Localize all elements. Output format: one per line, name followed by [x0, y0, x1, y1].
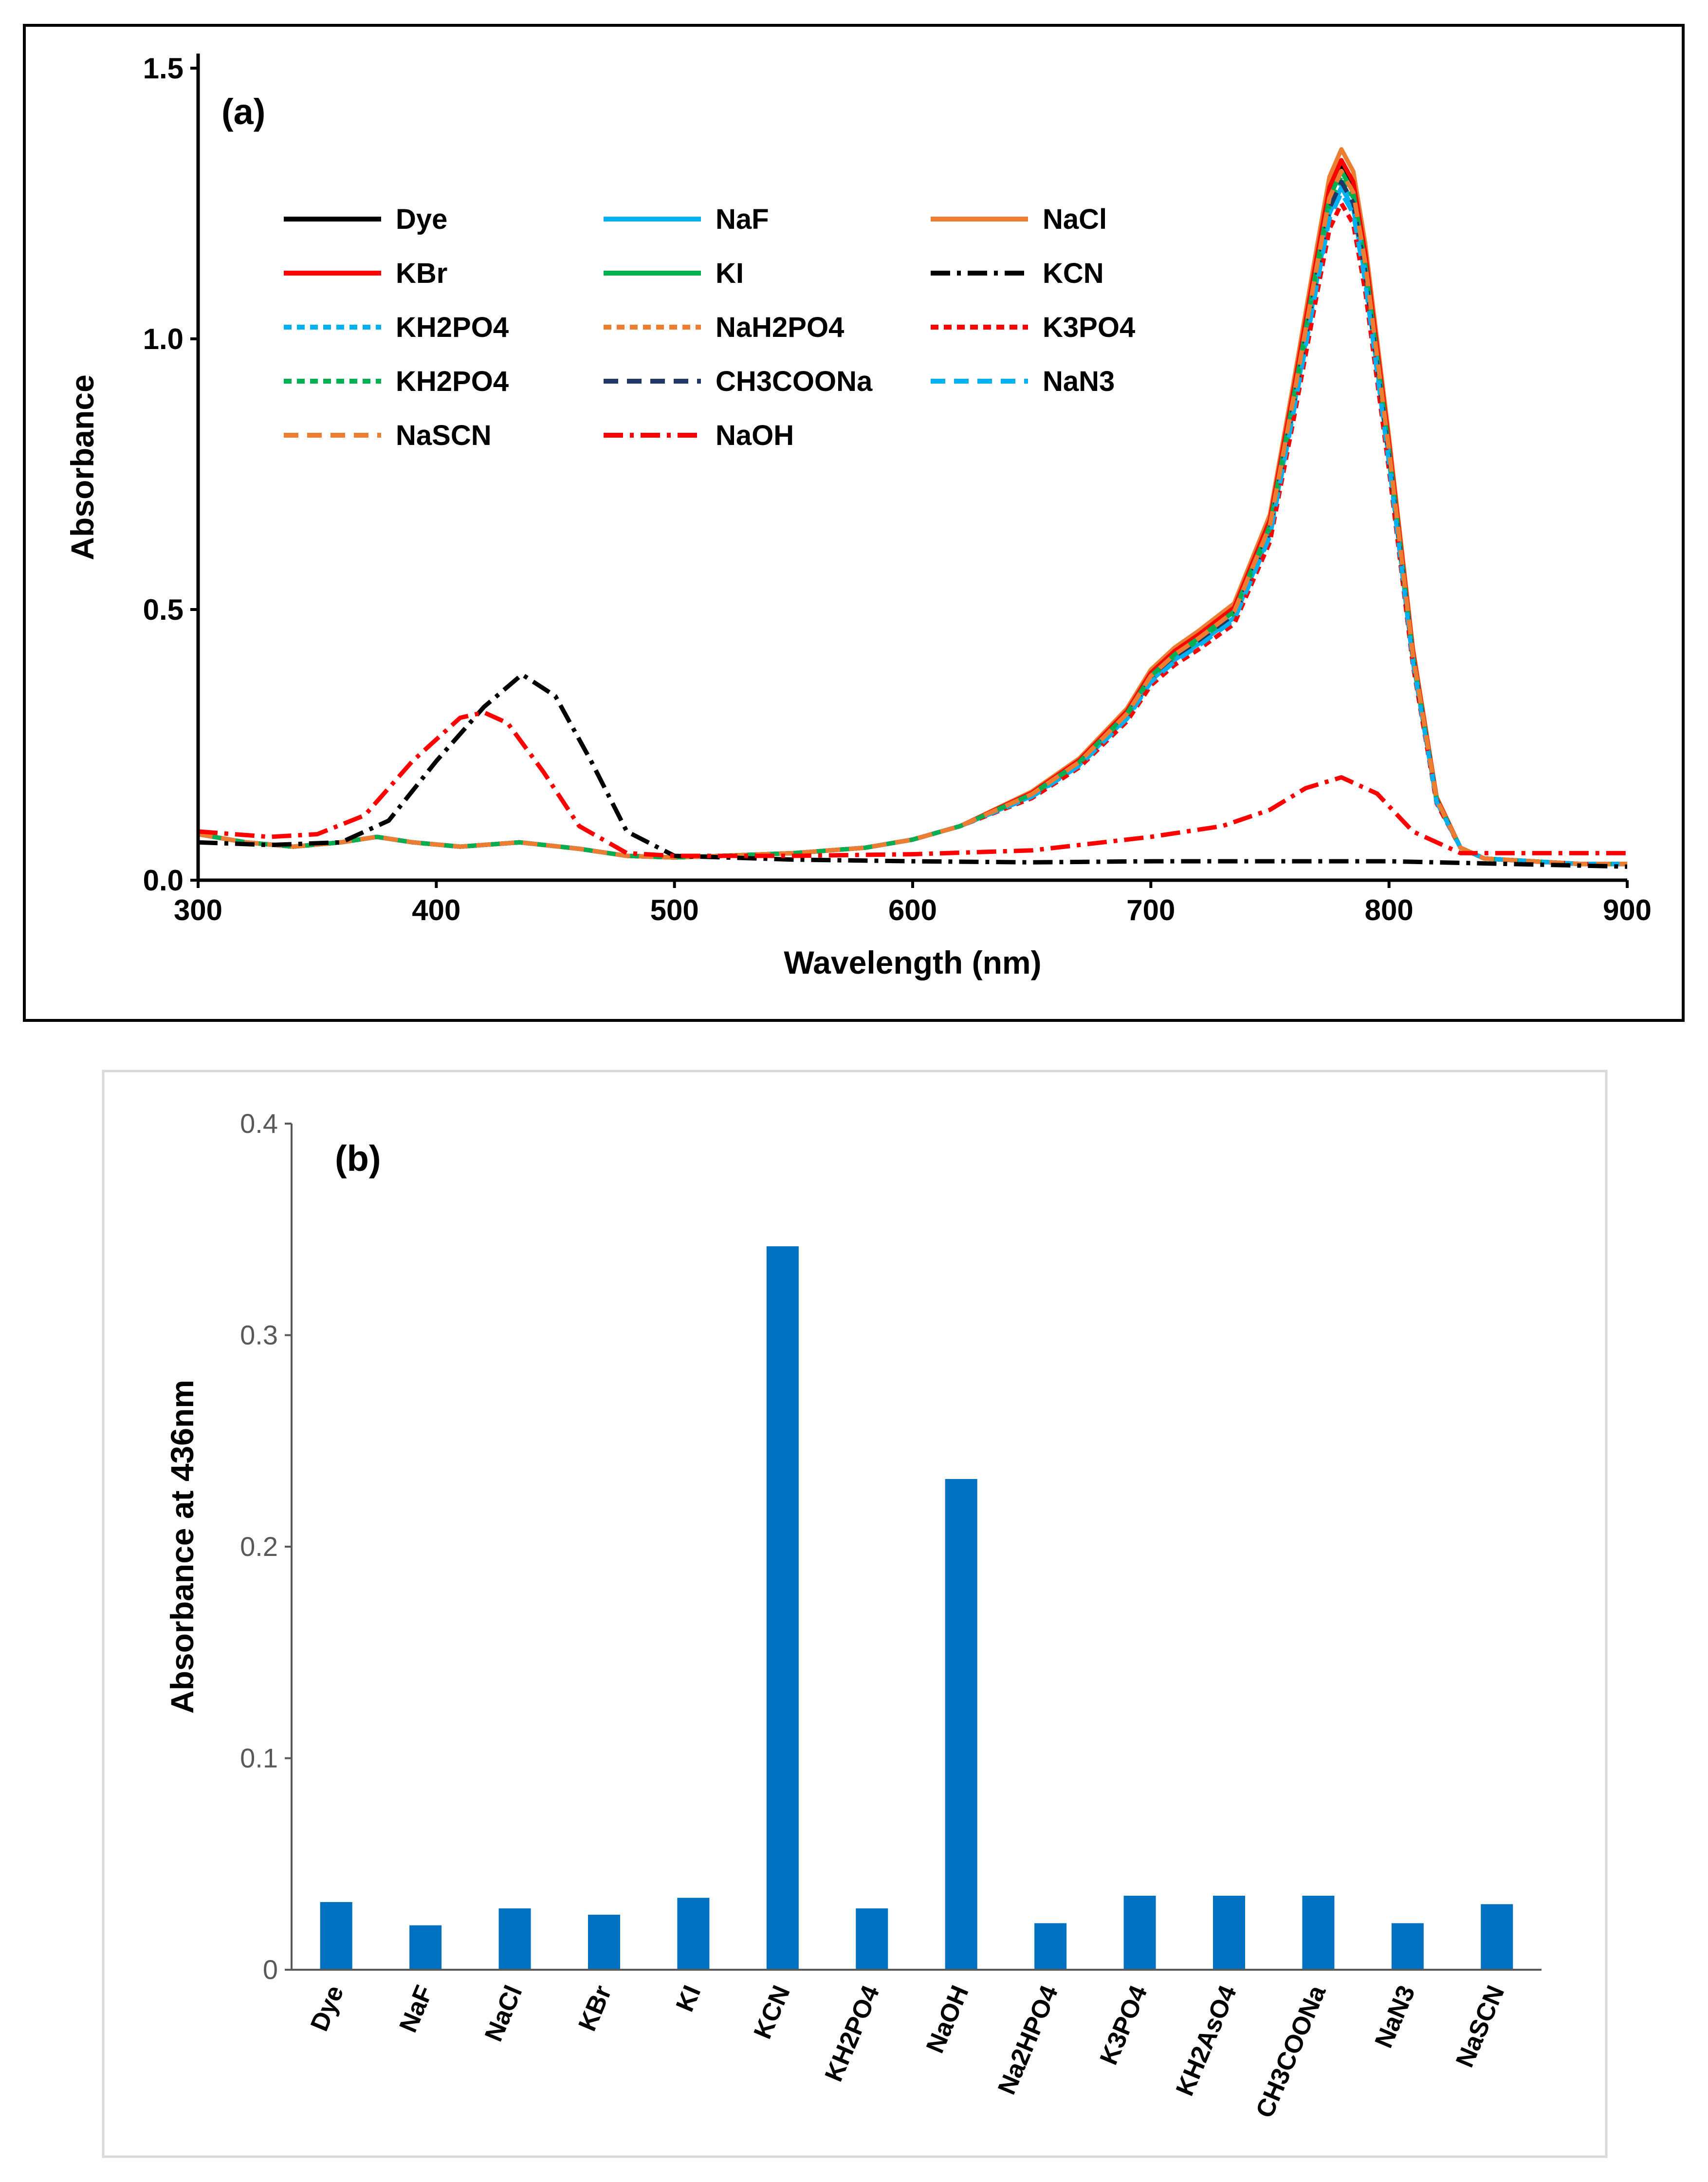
panel-b-bar-nascn [1481, 1904, 1513, 1970]
panel-b-bar-chart: (b) 00.10.20.30.4 Dye NaF NaCl KBr KI KCN KH2P… [102, 1070, 1608, 2158]
panel-b-y-tick-label-1: 0.1 [240, 1743, 278, 1774]
panel-b-bar-ki [677, 1898, 710, 1970]
panel-b-y-axis-title: Absorbance at 436nm [164, 1380, 200, 1714]
panel-a-legend-label-ch3coona-10: CH3COONa [716, 366, 873, 397]
panel-a-x-tick-label-600: 600 [888, 894, 937, 926]
panel-b-bar-ch3coona [1302, 1895, 1335, 1970]
panel-a-legend-label-kh2po4-9: KH2PO4 [396, 366, 509, 397]
panel-a-y-tick-label-3: 1.5 [143, 52, 184, 85]
panel-b-y-tick-label-3: 0.3 [240, 1320, 278, 1350]
panel-a-x-tick-label-700: 700 [1126, 894, 1175, 926]
panel-a-y-tick-label-2: 1.0 [143, 323, 184, 355]
panel-a-legend: Dye NaF NaCl KBr KI KCN KH2PO4 NaH2PO4 K3PO4 KH2P… [284, 203, 1135, 451]
panel-a-x-tick-label-900: 900 [1603, 894, 1652, 926]
panel-b-bar-kbr [588, 1915, 620, 1970]
panel-a-legend-label-nacl-2: NaCl [1043, 203, 1107, 235]
panel-b-bar-na2hpo4 [1034, 1923, 1067, 1970]
panel-a-x-axis-title: Wavelength (nm) [784, 944, 1041, 980]
panel-b-bar-naoh [945, 1479, 977, 1970]
panel-a-legend-label-kcn-5: KCN [1043, 258, 1104, 289]
panel-a-legend-label-ki-4: KI [716, 258, 744, 289]
panel-b-y-tick-label-2: 0.2 [240, 1531, 278, 1562]
panel-a-y-tick-label-0: 0.0 [143, 864, 184, 897]
panel-b-bar-kcn [766, 1246, 799, 1970]
panel-a-y-tick-label-1: 0.5 [143, 593, 184, 626]
panel-a-series-group [198, 147, 1628, 869]
panel-a-series-naoh-13 [198, 710, 1627, 858]
panel-b-label: (b) [335, 1138, 381, 1179]
panel-a-legend-label-nan3-11: NaN3 [1043, 366, 1115, 397]
panel-b-y-ticks: 0 0.1 0.2 0.3 0.4 [240, 1108, 292, 1985]
panel-a-x-ticks: 300 400 500 600 700 800 900 [174, 880, 1652, 926]
panel-b-bar-nacl [498, 1908, 531, 1970]
panel-a-frame [23, 24, 1685, 1022]
panel-b-bar-kh2aso4 [1213, 1895, 1245, 1970]
panel-a-x-tick-label-500: 500 [650, 894, 699, 926]
panel-a-x-tick-label-800: 800 [1365, 894, 1414, 926]
panel-a-y-axis-title: Absorbance [64, 374, 100, 560]
panel-b-bar-nan3 [1391, 1923, 1424, 1970]
panel-a-line-chart: (a) 300 400 500 600 700 800 900 0.0 0.5 1.0 1.5 W… [23, 24, 1685, 1022]
panel-a-x-tick-label-400: 400 [412, 894, 460, 926]
panel-b-frame [102, 1070, 1608, 2158]
panel-b-y-tick-label-0: 0 [263, 1954, 278, 1985]
panel-b-bar-dye [320, 1902, 352, 1970]
panel-a-legend-label-nascn-12: NaSCN [396, 420, 492, 451]
panel-a-series-nascn-12 [198, 168, 1627, 867]
panel-b-bar-kh2po4 [856, 1908, 888, 1970]
panel-a-legend-label-kh2po4-6: KH2PO4 [396, 312, 509, 343]
panel-a-legend-label-dye-0: Dye [396, 203, 447, 235]
panel-a-legend-label-nah2po4-7: NaH2PO4 [716, 312, 844, 343]
panel-a-legend-label-kbr-3: KBr [396, 258, 447, 289]
panel-b-bar-k3po4 [1123, 1895, 1156, 1970]
panel-a-label: (a) [221, 92, 265, 132]
panel-a-x-tick-label-300: 300 [174, 894, 222, 926]
panel-a-legend-label-naoh-13: NaOH [716, 420, 794, 451]
panel-a-y-ticks: 0.0 0.5 1.0 1.5 [143, 52, 198, 897]
panel-b-y-tick-label-4: 0.4 [240, 1108, 278, 1139]
panel-b-bar-naf [409, 1925, 442, 1970]
panel-a-legend-label-k3po4-8: K3PO4 [1043, 312, 1135, 343]
panel-a-legend-label-naf-1: NaF [716, 203, 769, 235]
panel-a-series-kcn-5 [198, 672, 1628, 869]
panel-b-bars-group [320, 1246, 1513, 1970]
panel-a-series-nan3-11 [198, 190, 1627, 867]
